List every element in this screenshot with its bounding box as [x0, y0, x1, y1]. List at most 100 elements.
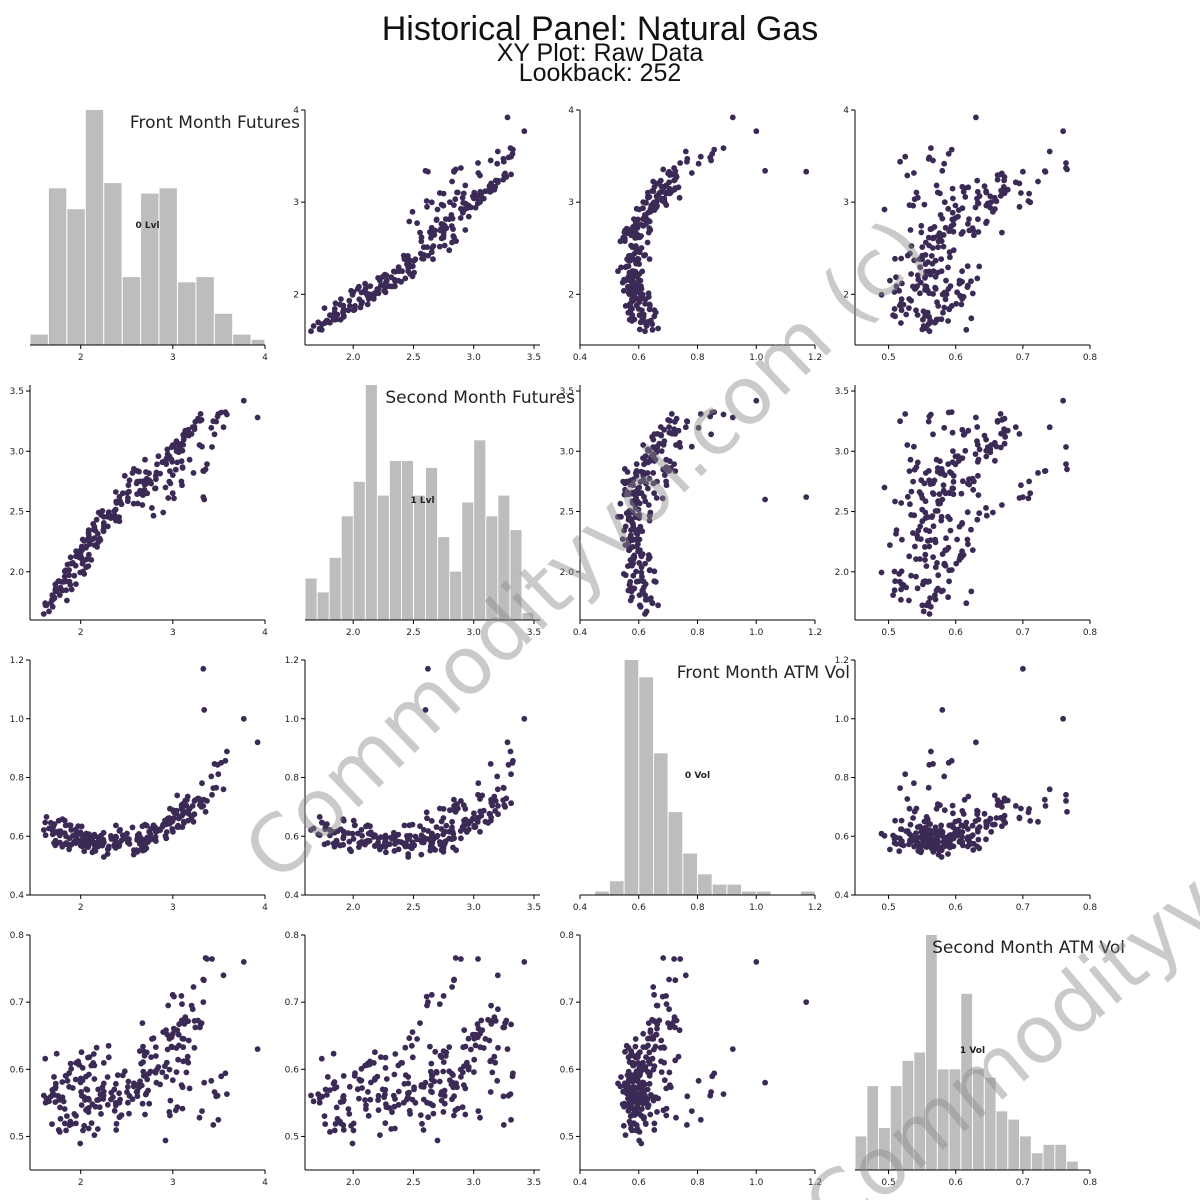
scatter-point: [86, 1071, 92, 1078]
scatter-point: [340, 313, 347, 320]
scatter-point: [650, 436, 657, 443]
scatter-point: [945, 594, 951, 601]
scatter-point: [433, 216, 440, 223]
scatter-point: [141, 1048, 148, 1055]
scatter-point: [1020, 494, 1026, 500]
scatter-point: [78, 823, 85, 830]
scatter-point: [116, 828, 123, 834]
scatter-point: [349, 1140, 356, 1147]
y-tick-label: 1.0: [10, 715, 25, 725]
scatter-point: [134, 491, 141, 497]
scatter-point: [99, 508, 106, 514]
scatter-point: [878, 291, 885, 298]
scatter-point: [449, 178, 455, 185]
y-tick-label: 4: [293, 106, 299, 116]
scatter-point: [340, 816, 346, 823]
scatter-point: [390, 829, 397, 836]
y-tick-label: 3.0: [10, 447, 25, 457]
scatter-point: [948, 146, 955, 153]
scatter-point: [85, 844, 92, 850]
scatter-point: [682, 972, 689, 979]
scatter-point: [914, 459, 921, 466]
scatter-point: [321, 841, 328, 848]
scatter-point: [51, 1074, 57, 1080]
x-tick-label: 0.6: [632, 628, 647, 638]
scatter-point: [100, 1092, 107, 1099]
scatter-point: [939, 496, 946, 503]
scatter-point: [952, 202, 959, 209]
panel-3-2: 0.50.60.70.80.4 0.6 0.8 1.0 1.2: [560, 931, 822, 1188]
scatter-point: [140, 1043, 146, 1050]
scatter-point: [615, 268, 621, 275]
scatter-point: [174, 439, 181, 446]
scatter-point: [947, 527, 954, 534]
x-tick-label: 0.7: [1016, 353, 1030, 363]
scatter-point: [633, 568, 639, 575]
scatter-point: [621, 1100, 628, 1107]
scatter-point: [975, 836, 982, 843]
scatter-point: [69, 1085, 76, 1091]
scatter-point: [753, 959, 760, 965]
scatter-point: [673, 415, 680, 422]
scatter-point: [383, 1104, 390, 1111]
scatter-point: [171, 495, 177, 502]
histogram-bar: [727, 884, 742, 895]
scatter-point: [1046, 424, 1053, 431]
scatter-point: [891, 289, 898, 295]
scatter-point: [152, 1069, 159, 1076]
scatter-point: [651, 1120, 658, 1127]
scatter-point: [1018, 805, 1024, 812]
scatter-point: [669, 430, 676, 437]
scatter-point: [973, 114, 979, 121]
scatter-point: [999, 229, 1005, 236]
scatter-point: [408, 1042, 415, 1049]
scatter-point: [917, 264, 924, 271]
scatter-point: [955, 207, 962, 214]
scatter-point: [310, 1098, 317, 1105]
scatter-point: [377, 1054, 384, 1060]
scatter-point: [630, 477, 636, 484]
scatter-point: [930, 431, 936, 438]
scatter-point: [671, 165, 677, 171]
scatter-point: [936, 491, 943, 497]
scatter-point: [458, 835, 464, 842]
scatter-point: [949, 209, 956, 216]
scatter-point: [392, 278, 399, 285]
scatter-point: [100, 1088, 107, 1095]
scatter-point: [240, 397, 247, 404]
scatter-point: [637, 1068, 644, 1075]
scatter-point: [428, 1082, 434, 1089]
scatter-point: [125, 495, 131, 501]
scatter-point: [495, 803, 501, 809]
scatter-point: [429, 245, 435, 251]
scatter-point: [59, 1079, 66, 1085]
scatter-point: [365, 1089, 371, 1095]
x-tick-label: 1.0: [749, 1178, 764, 1188]
scatter-point: [1063, 160, 1069, 166]
scatter-point: [976, 263, 983, 270]
scatter-point: [652, 309, 659, 316]
scatter-point: [90, 526, 97, 533]
scatter-point: [617, 500, 624, 507]
scatter-point: [201, 707, 208, 713]
x-tick-label: 0.8: [690, 628, 705, 638]
histogram-bar: [317, 592, 329, 620]
scatter-point: [675, 427, 682, 434]
page-title: Historical Panel: Natural Gas: [382, 10, 819, 48]
x-tick-label: 2: [78, 1178, 84, 1188]
scatter-point: [428, 837, 434, 843]
x-tick-label: 2: [78, 353, 84, 363]
scatter-point: [180, 818, 187, 825]
histogram-bar: [867, 1086, 879, 1170]
page-subtitle: XY Plot: Raw Data: [497, 39, 704, 67]
scatter-point: [124, 490, 130, 496]
scatter-point: [673, 1114, 679, 1121]
scatter-point: [382, 1091, 388, 1098]
scatter-point: [975, 229, 982, 235]
scatter-point: [85, 530, 92, 536]
scatter-point: [920, 323, 927, 329]
scatter-point: [902, 411, 909, 417]
scatter-point: [922, 470, 929, 476]
scatter-point: [697, 1116, 704, 1123]
scatter-point: [645, 189, 651, 196]
